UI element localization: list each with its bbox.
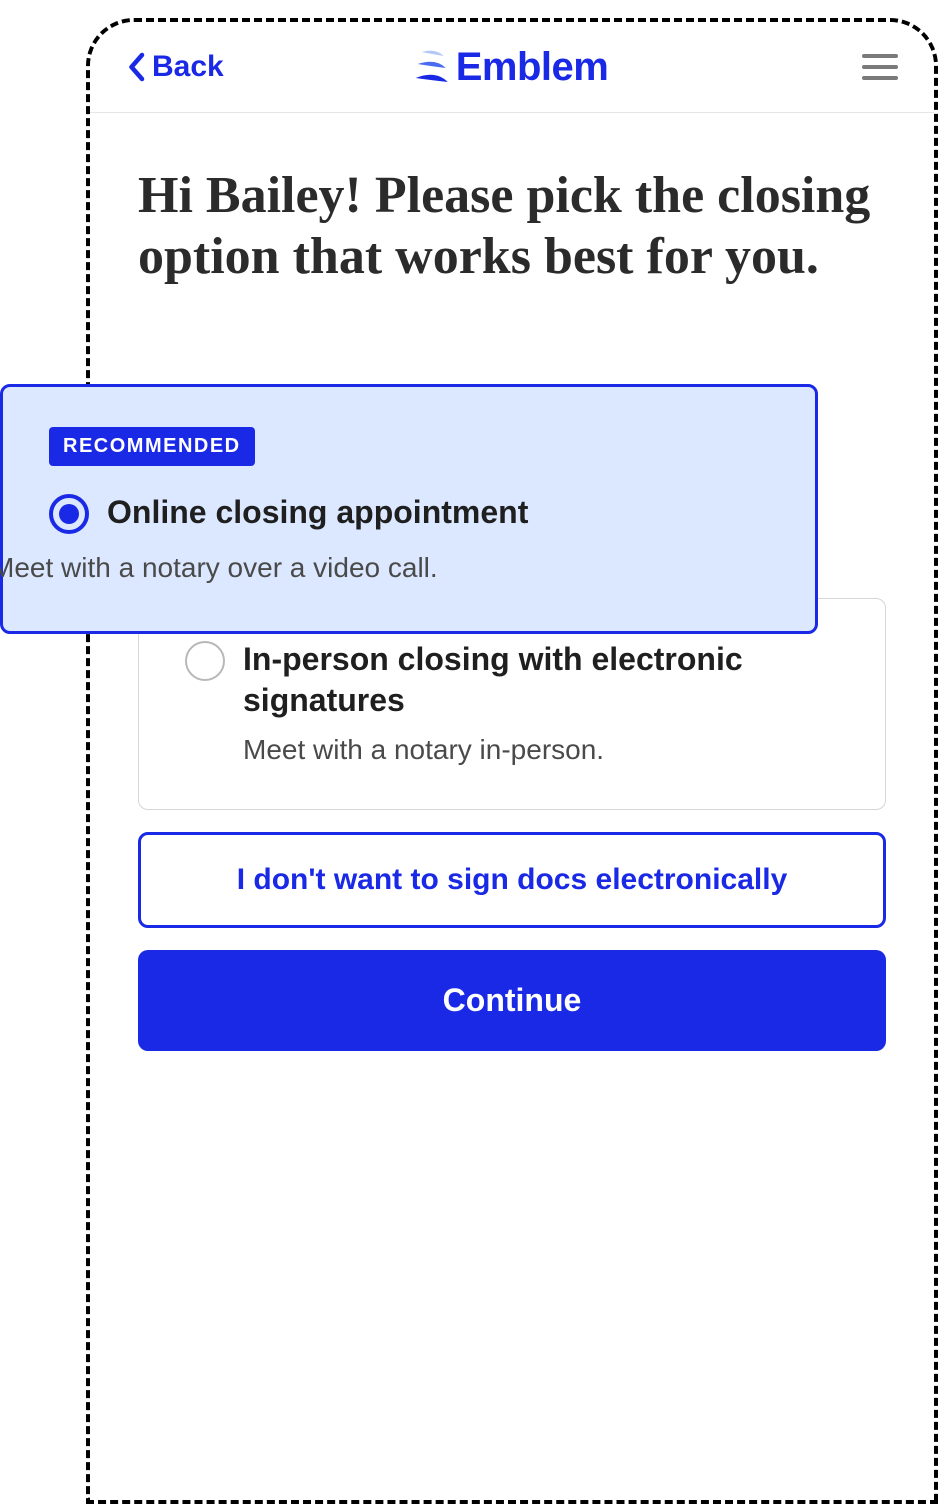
- option-desc: Meet with a notary over a video call.: [0, 548, 769, 587]
- page-title: Hi Bailey! Please pick the closing optio…: [138, 165, 886, 288]
- radio-selected-icon[interactable]: [49, 494, 89, 534]
- emblem-logo-icon: [416, 46, 448, 88]
- header: Back Emblem: [90, 22, 934, 113]
- recommended-badge: RECOMMENDED: [49, 427, 255, 466]
- chevron-left-icon: [126, 52, 146, 82]
- option-card-online[interactable]: RECOMMENDED Online closing appointment M…: [0, 384, 818, 634]
- option-row: Online closing appointment: [49, 492, 769, 542]
- back-label: Back: [152, 50, 224, 84]
- brand-logo[interactable]: Emblem: [416, 45, 609, 90]
- option-title: Online closing appointment: [107, 492, 769, 534]
- opt-out-button[interactable]: I don't want to sign docs electronically: [138, 832, 886, 928]
- continue-button[interactable]: Continue: [138, 950, 886, 1051]
- option-row: In-person closing with electronic signat…: [185, 639, 839, 769]
- option-desc: Meet with a notary in-person.: [243, 730, 839, 769]
- option-title: In-person closing with electronic signat…: [243, 639, 839, 722]
- brand-name: Emblem: [456, 45, 609, 90]
- hamburger-menu-icon[interactable]: [862, 54, 898, 80]
- radio-unselected-icon[interactable]: [185, 641, 225, 681]
- option-text: In-person closing with electronic signat…: [243, 639, 839, 769]
- phone-frame: Back Emblem Hi Bailey! Please pick the c…: [86, 18, 938, 1504]
- back-button[interactable]: Back: [126, 50, 224, 84]
- option-text: Online closing appointment: [107, 492, 769, 542]
